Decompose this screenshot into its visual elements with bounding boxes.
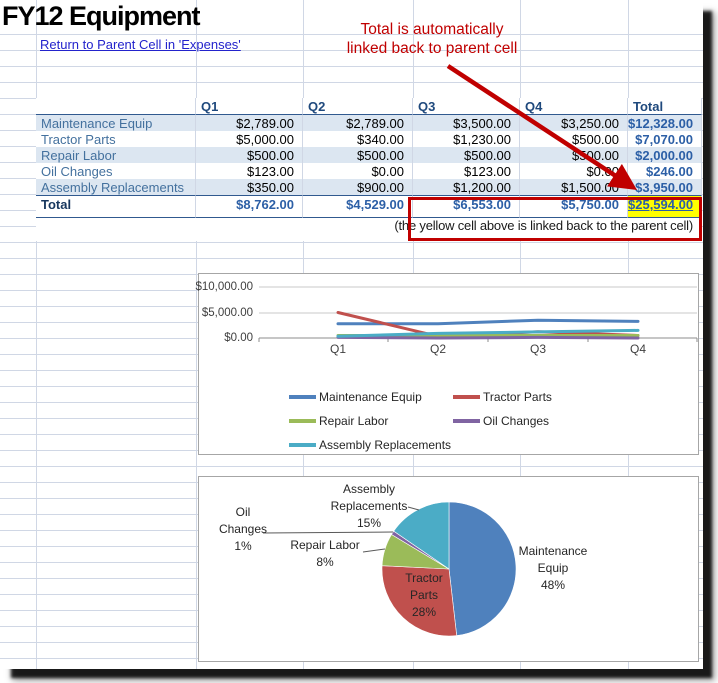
legend-label: Repair Labor [319,414,389,428]
cell[interactable]: $5,000.00 [196,131,303,147]
annotation-line1: Total is automatically [360,21,504,38]
cell[interactable]: $123.00 [196,163,303,179]
pie-chart-plot [262,501,517,637]
page-title: FY12 Equipment [2,1,201,31]
gridline-col-b [196,0,197,669]
total-cell[interactable]: $5,750.00 [520,195,628,218]
annotation-text: Total is automatically linked back to pa… [302,20,562,58]
pie-chart: Assembly Replacements 15% Oil Changes 1%… [198,476,699,662]
leader-line-oil [262,531,394,534]
ytick-0: $0.00 [224,332,253,344]
spreadsheet-sheet: FY12 Equipment Return to Parent Cell in … [0,0,703,669]
leader-line-repair [362,548,386,553]
cell[interactable]: $123.00 [413,163,520,179]
pie-label-assembly: Assembly Replacements 15% [330,482,408,530]
cell-row-total[interactable]: $246.00 [628,163,702,179]
legend-swatch-tractor [453,395,480,399]
cell[interactable]: $350.00 [196,179,303,195]
cell-row-total[interactable]: $2,000.00 [628,147,702,163]
total-row-label[interactable]: Total [36,195,196,218]
cell-row-total[interactable]: $12,328.00 [628,115,702,131]
xtick-q3: Q3 [529,342,546,356]
legend-label: Tractor Parts [483,390,552,404]
cell[interactable]: $340.00 [303,131,413,147]
ytick-5000: $5,000.00 [201,307,253,319]
cell[interactable]: $2,789.00 [196,115,303,131]
legend-swatch-oil [453,419,480,423]
header-q1[interactable]: Q1 [196,98,303,115]
legend-label: Assembly Replacements [319,438,452,452]
total-cell[interactable]: $4,529.00 [303,195,413,218]
xtick-q4: Q4 [629,342,646,356]
cell-row-total[interactable]: $7,070.00 [628,131,702,147]
cell[interactable]: $0.00 [303,163,413,179]
total-cell[interactable]: $6,553.00 [413,195,520,218]
legend-swatch-assembly [289,443,316,447]
total-cell[interactable]: $8,762.00 [196,195,303,218]
row-label[interactable]: Maintenance Equip [36,115,196,131]
cell[interactable]: $500.00 [520,147,628,163]
cell[interactable]: $500.00 [520,131,628,147]
header-total[interactable]: Total [628,98,702,115]
line-chart: $10,000.00 $5,000.00 $0.00 Q1 Q2 Q3 Q4 M… [195,273,699,455]
legend-swatch-maintenance [289,395,316,399]
row-label[interactable]: Assembly Replacements [36,179,196,195]
pie-slices-group [381,501,517,637]
annotation-line2: linked back to parent cell [346,40,518,57]
pie-label-oil: Oil Changes 1% [218,505,268,553]
cell[interactable]: $0.00 [520,163,628,179]
yellow-cell-note: (the yellow cell above is linked back to… [36,218,702,241]
pie-label-tractor: Tractor Parts 28% [405,571,443,619]
header-blank-cell[interactable] [36,98,196,115]
return-to-parent-link[interactable]: Return to Parent Cell in 'Expenses' [40,37,241,52]
gridline-col-a [36,0,37,669]
cell[interactable]: $1,500.00 [520,179,628,195]
red-callout-rectangle [408,197,702,241]
pie-label-repair: Repair Labor 8% [290,538,360,569]
row-label[interactable]: Tractor Parts [36,131,196,147]
cell[interactable]: $1,230.00 [413,131,520,147]
header-q4[interactable]: Q4 [520,98,628,115]
cell[interactable]: $2,789.00 [303,115,413,131]
row-label[interactable]: Oil Changes [36,163,196,179]
header-q2[interactable]: Q2 [303,98,413,115]
legend-label: Maintenance Equip [319,390,422,404]
row-label[interactable]: Repair Labor [36,147,196,163]
legend-swatch-repair [289,419,316,423]
ytick-10000: $10,000.00 [195,281,253,293]
cell[interactable]: $3,500.00 [413,115,520,131]
cell[interactable]: $900.00 [303,179,413,195]
cell[interactable]: $500.00 [413,147,520,163]
cell[interactable]: $3,250.00 [520,115,628,131]
cell[interactable]: $500.00 [303,147,413,163]
xtick-q2: Q2 [429,342,446,356]
pie-label-maintenance: Maintenance Equip 48% [518,544,588,592]
line-series-group [336,311,640,340]
xtick-q1: Q1 [329,342,346,356]
legend-label: Oil Changes [483,414,550,428]
line-chart-plot [258,286,698,342]
cell-row-total[interactable]: $3,950.00 [628,179,702,195]
cell[interactable]: $1,200.00 [413,179,520,195]
header-q3[interactable]: Q3 [413,98,520,115]
leader-line-assembly [407,506,420,511]
cell[interactable]: $500.00 [196,147,303,163]
grand-total-linked-cell[interactable]: $25,594.00 [628,195,702,218]
